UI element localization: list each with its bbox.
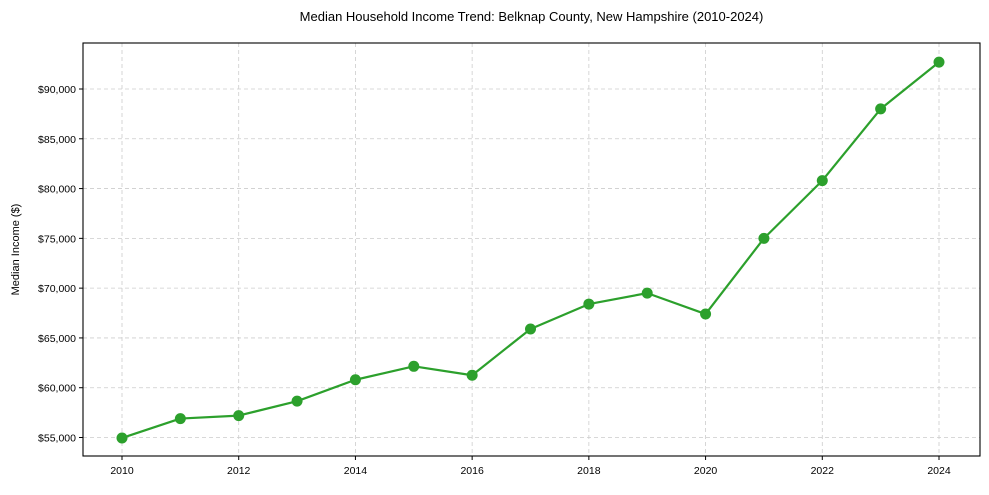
- y-tick-label: $80,000: [38, 184, 76, 196]
- plot-frame: [82, 42, 981, 457]
- x-tick-label: 2022: [811, 465, 835, 477]
- y-tick-label: $90,000: [38, 84, 76, 96]
- x-tick-label: 2020: [694, 465, 718, 477]
- y-tick-label: $75,000: [38, 233, 76, 245]
- data-point-marker: [525, 323, 536, 335]
- x-tick-label: 2016: [460, 465, 484, 477]
- data-point-marker: [875, 103, 887, 115]
- x-tick-label: 2012: [227, 465, 251, 477]
- data-point-marker: [816, 175, 828, 187]
- data-point-marker: [408, 360, 420, 372]
- y-axis: $55,000 $60,000 $65,000 $70,000 $75,000 $80,0…: [38, 84, 83, 445]
- data-point-marker: [174, 413, 186, 425]
- y-tick-label: $85,000: [38, 134, 76, 146]
- data-point-marker: [116, 432, 128, 444]
- data-series: [116, 56, 945, 444]
- y-tick-label: $70,000: [38, 283, 76, 295]
- y-tick-label: $55,000: [38, 433, 76, 445]
- y-tick-label: $65,000: [38, 333, 76, 345]
- chart-title: Median Household Income Trend: Belknap C…: [300, 9, 764, 24]
- data-point-marker: [583, 298, 595, 310]
- data-point-marker: [233, 410, 245, 422]
- data-point-marker: [641, 287, 653, 299]
- x-tick-label: 2018: [577, 465, 601, 477]
- gridlines: [83, 43, 980, 456]
- data-point-marker: [758, 232, 770, 244]
- data-point-marker: [349, 374, 361, 386]
- x-axis: 2010 2012 2014 2016 2018 2020 2022 2024: [110, 456, 951, 477]
- x-tick-label: 2024: [927, 465, 951, 477]
- data-point-marker: [933, 56, 945, 68]
- data-point-marker: [700, 308, 712, 320]
- data-point-marker: [291, 395, 303, 407]
- x-tick-label: 2014: [344, 465, 368, 477]
- data-point-marker: [466, 369, 478, 381]
- y-tick-label: $60,000: [38, 383, 76, 395]
- x-tick-label: 2010: [110, 465, 134, 477]
- y-axis-label: Median Income ($): [10, 204, 22, 296]
- series-line: [121, 61, 940, 440]
